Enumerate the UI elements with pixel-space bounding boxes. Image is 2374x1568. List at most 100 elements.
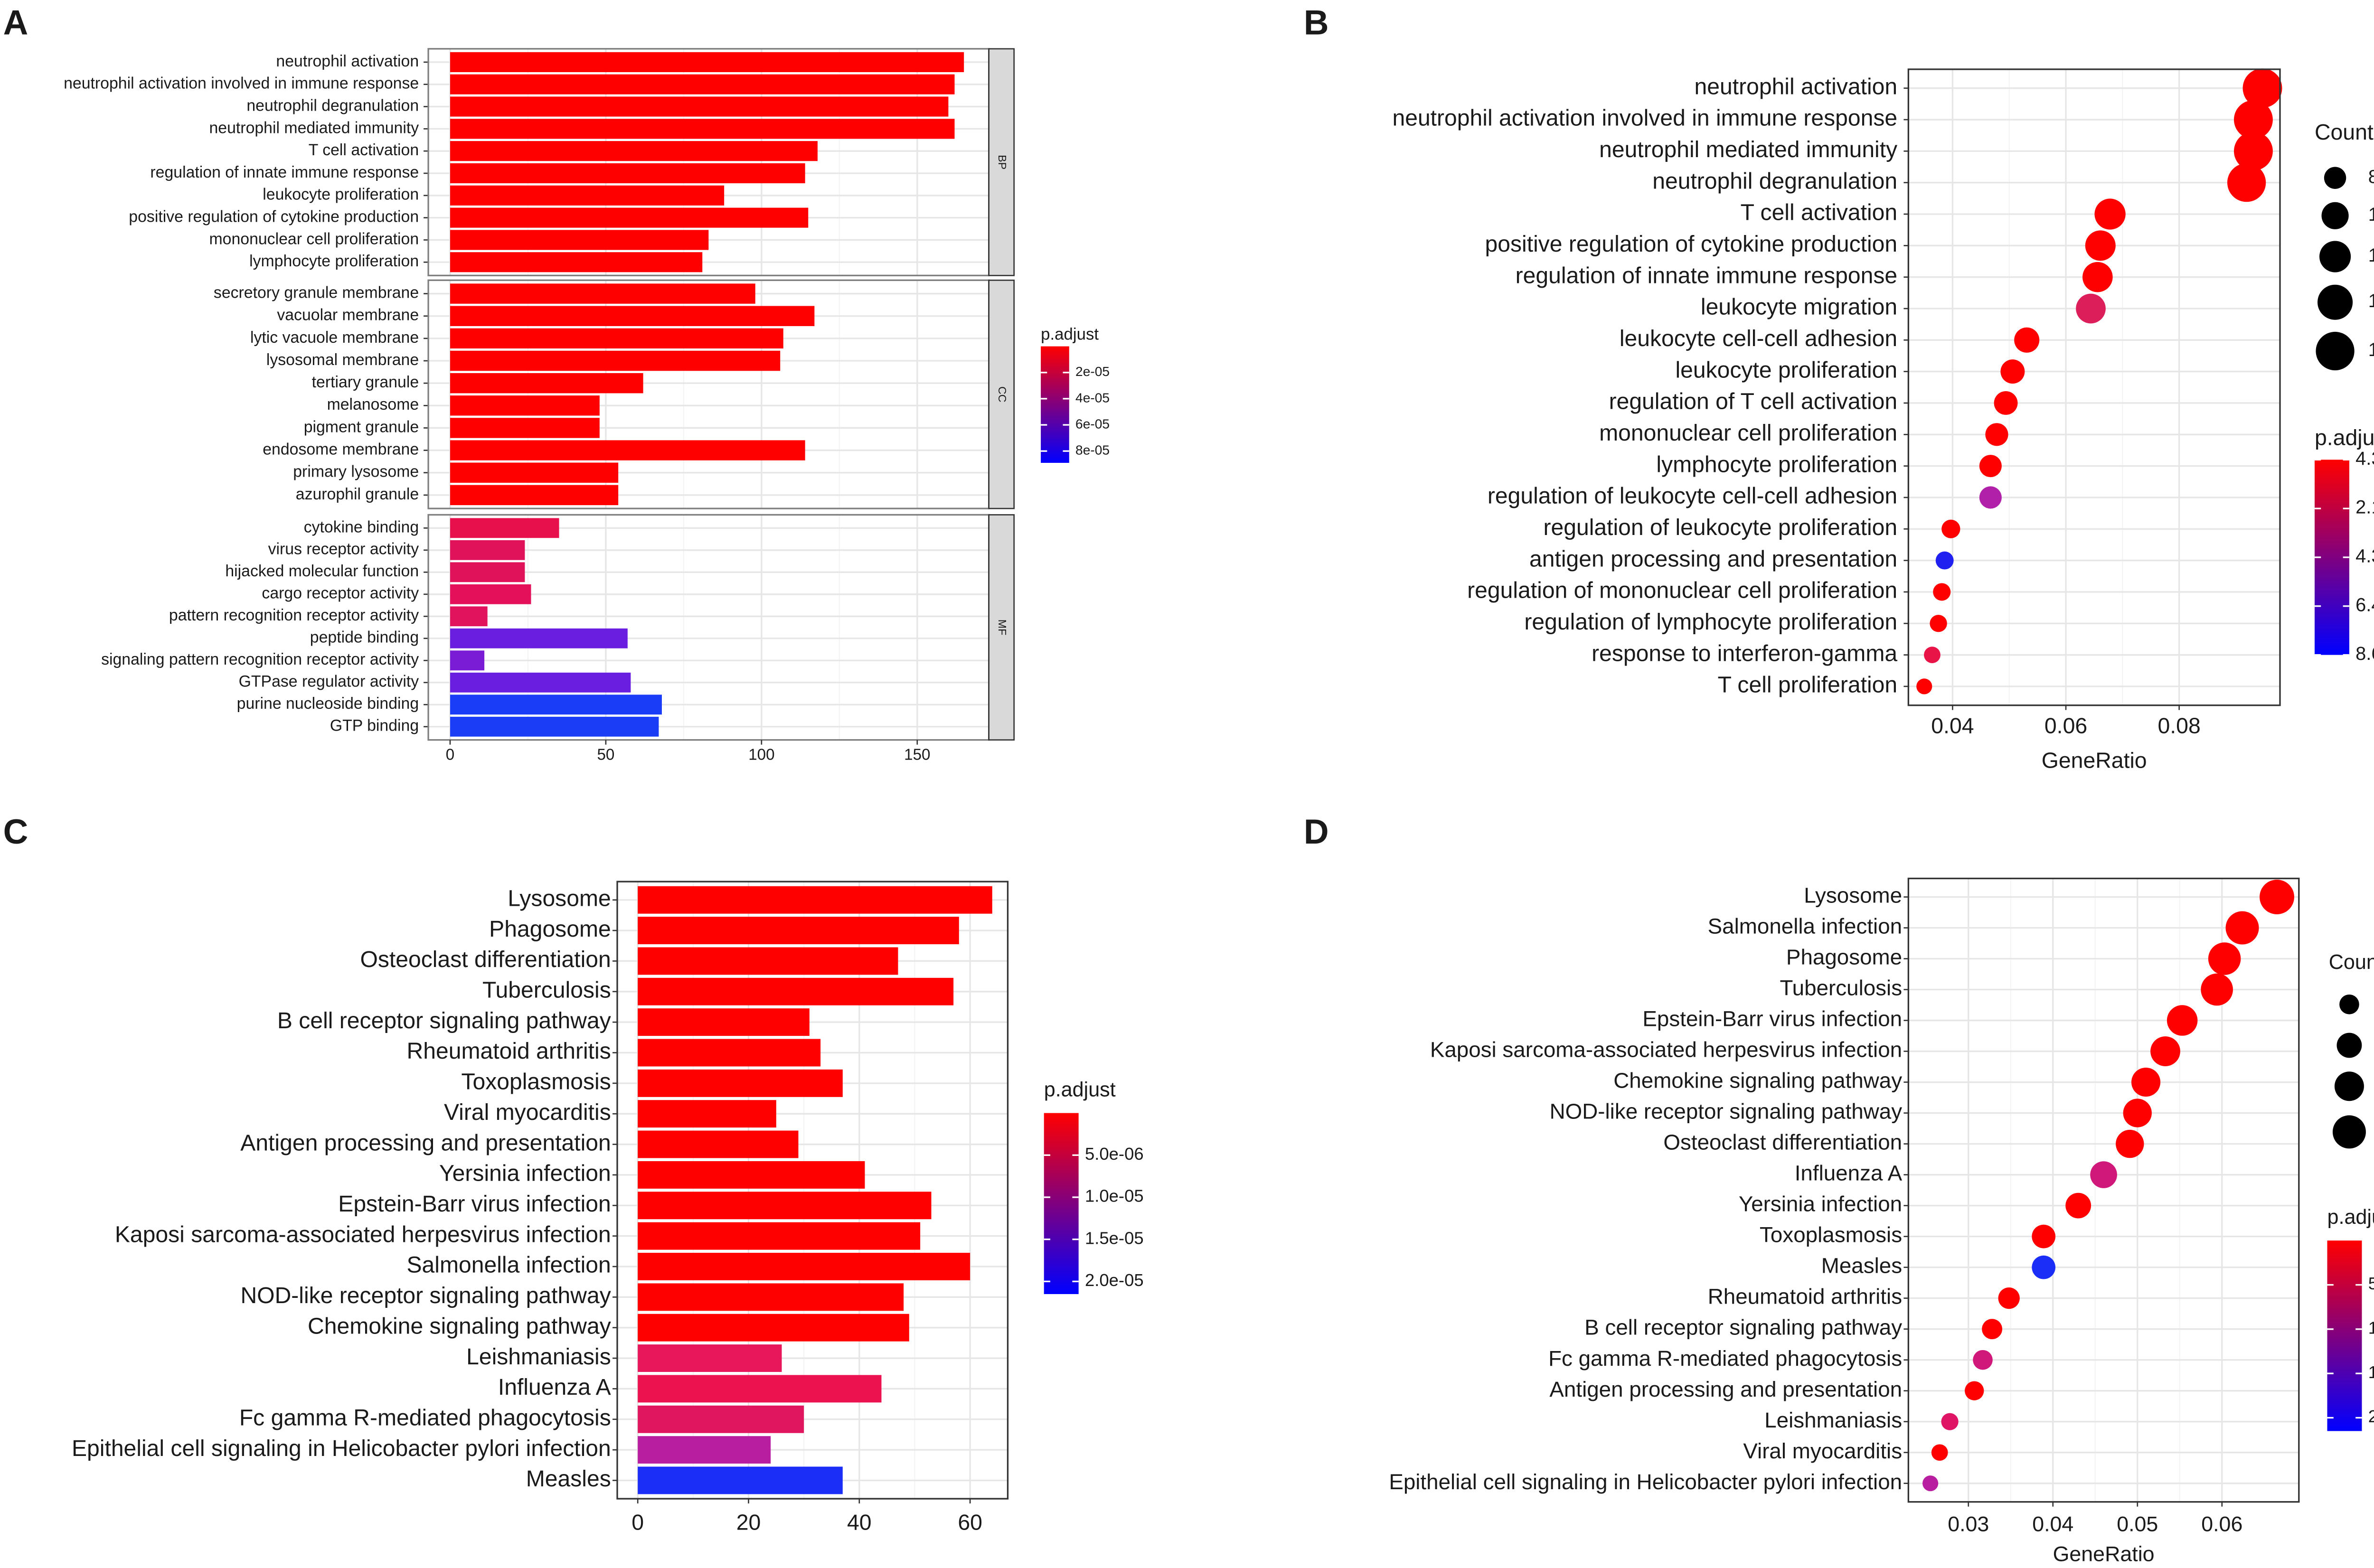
category-label: NOD-like receptor signaling pathway [1550,1099,1903,1124]
category-label: neutrophil activation [1695,74,1898,99]
category-label: Influenza A [1795,1161,1903,1185]
x-tick-label: 0 [446,746,454,764]
size-legend-label: 100 [2368,204,2374,225]
bar [638,1192,932,1220]
category-label: Tuberculosis [1780,976,1902,1000]
bar [450,52,964,72]
category-label: regulation of lymphocyte proliferation [1524,609,1897,635]
x-tick-label: 0.06 [2201,1512,2242,1536]
category-label: Kaposi sarcoma-associated herpesvirus in… [1430,1038,1902,1062]
category-label: hijacked molecular function [225,562,419,580]
category-label: Phagosome [1786,945,1902,969]
category-label: tertiary granule [312,373,419,391]
colorbar-label: 2e-05 [1075,364,1110,379]
colorbar-label: 4e-05 [1075,390,1110,405]
x-tick-label: 60 [958,1510,982,1534]
category-label: Salmonella infection [1708,914,1902,939]
category-label: Measles [1821,1254,1902,1278]
category-label: GTPase regulator activity [239,673,419,691]
category-label: Osteoclast differentiation [360,947,611,972]
bar [638,886,992,914]
dot [2233,100,2273,139]
category-label: lytic vacuole membrane [250,329,419,347]
bar [638,1069,843,1097]
category-label: Yersinia infection [439,1161,611,1186]
bar [638,1375,882,1403]
dot [1935,551,1954,570]
category-label: Leishmaniasis [1764,1408,1902,1432]
category-label: neutrophil activation [276,52,419,70]
category-label: Epstein-Barr virus infection [338,1191,611,1217]
dot [1916,678,1932,695]
size-legend-label: 80 [2368,166,2374,187]
category-label: leukocyte proliferation [263,186,419,204]
category-label: leukocyte migration [1701,294,1897,320]
category-label: mononuclear cell proliferation [1599,420,1897,446]
bar [450,373,643,394]
category-label: Osteoclast differentiation [1663,1130,1902,1155]
category-label: melanosome [327,395,419,413]
size-legend-title: Count [2315,120,2374,144]
bar [450,540,525,560]
x-tick-label: 50 [597,746,614,764]
legend-title: p.adjust [1044,1079,1116,1101]
bar [450,418,600,438]
dot [2233,131,2273,171]
dot [2201,973,2233,1006]
dot [2123,1099,2152,1127]
x-axis-title: GeneRatio [2053,1542,2155,1566]
category-label: neutrophil degranulation [1652,168,1897,194]
category-label: GTP binding [330,717,419,735]
bar [450,462,619,483]
size-legend-dot [2339,994,2359,1014]
plot-border [1907,877,2300,1503]
category-label: Antigen processing and presentation [1549,1377,1902,1401]
size-legend-dot [2336,1033,2362,1058]
x-tick-label: 0.04 [1931,713,1974,738]
dot [2000,359,2025,384]
category-label: Rheumatoid arthritis [1708,1285,1902,1309]
category-label: Viral myocarditis [1743,1439,1902,1463]
size-legend-label: 160 [2368,339,2374,360]
panel-letter: D [1304,813,1329,851]
category-label: regulation of leukocyte cell-cell adhesi… [1488,483,1897,509]
x-tick-label: 150 [904,746,930,764]
dot [1933,583,1951,601]
dot [1922,1475,1939,1492]
category-label: azurophil granule [296,485,419,503]
size-legend-dot [2317,284,2353,320]
dot [1985,423,2008,446]
bar [450,252,703,272]
category-label: leukocyte proliferation [1675,357,1897,383]
dot [1979,455,2002,478]
bar [450,650,485,671]
size-legend-title: Count [2329,951,2374,974]
category-label: NOD-like receptor signaling pathway [240,1283,611,1308]
bar [450,350,781,371]
bar [638,1344,782,1372]
category-label: Toxoplasmosis [461,1069,611,1095]
category-label: signaling pattern recognition receptor a… [101,650,419,668]
plot-background [1908,878,2299,1502]
bar [638,1466,843,1494]
category-label: endosome membrane [263,441,419,459]
dot [1994,391,2018,415]
category-label: Epstein-Barr virus infection [1642,1007,1902,1031]
category-label: leukocyte cell-cell adhesion [1620,326,1897,351]
bar [638,1039,821,1067]
category-label: T cell proliferation [1718,672,1898,698]
dot [2242,68,2282,108]
bar [638,1222,921,1250]
category-label: neutrophil mediated immunity [209,119,419,137]
dot [2225,911,2259,945]
legend-title: p.adjust [2327,1206,2374,1229]
x-axis-title: GeneRatio [2042,748,2147,772]
x-tick-label: 100 [748,746,774,764]
bar [638,1008,810,1036]
facet-label: CC [996,386,1008,403]
bar [450,141,818,161]
category-label: pattern recognition receptor activity [169,606,419,624]
category-label: neutrophil activation involved in immune… [64,75,419,93]
category-label: lymphocyte proliferation [1656,451,1897,477]
dot [1941,519,1960,538]
